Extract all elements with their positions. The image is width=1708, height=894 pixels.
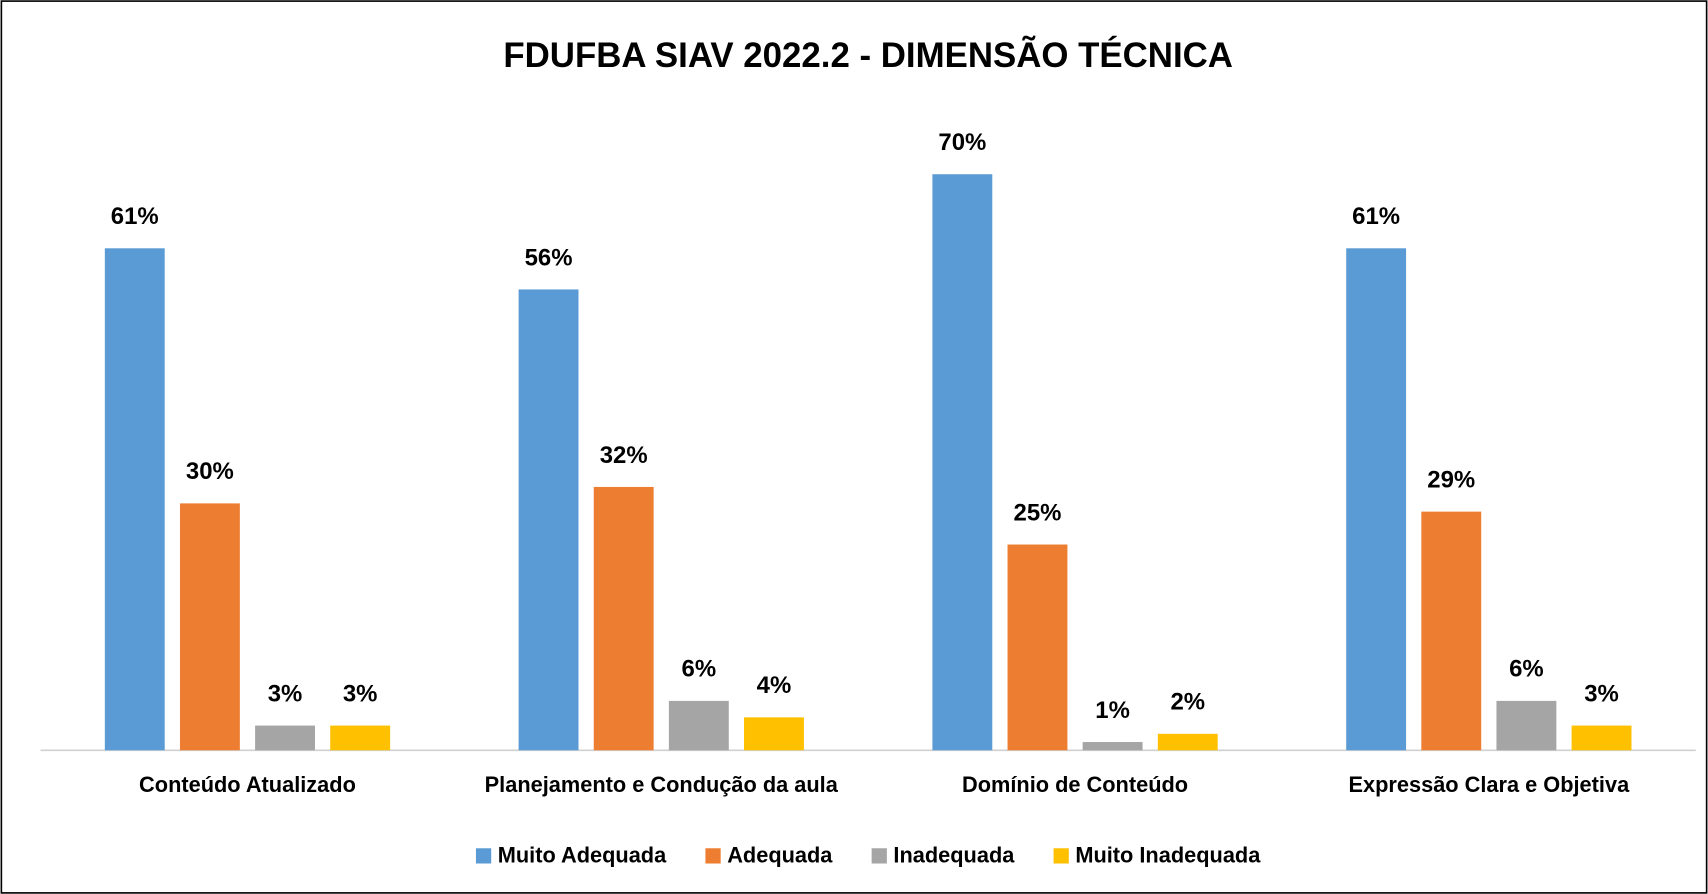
bar <box>668 700 729 751</box>
bar <box>1496 700 1557 751</box>
data-label: 3% <box>268 680 303 707</box>
data-label: 3% <box>1584 680 1619 707</box>
bar <box>1346 248 1407 751</box>
data-label: 61% <box>1352 203 1400 230</box>
legend-swatch <box>475 848 492 864</box>
chart-title: FDUFBA SIAV 2022.2 - DIMENSÃO TÉCNICA <box>503 35 1233 75</box>
data-label: 29% <box>1427 466 1475 493</box>
data-label: 61% <box>111 203 159 230</box>
data-label: 1% <box>1095 697 1130 724</box>
data-label: 4% <box>757 672 792 699</box>
legend-label: Inadequada <box>893 843 1015 868</box>
data-label: 56% <box>525 244 573 271</box>
legend-swatch <box>871 848 887 864</box>
data-label: 3% <box>343 680 378 707</box>
bar <box>1082 742 1143 751</box>
x-tick-label: Conteúdo Atualizado <box>139 772 356 797</box>
x-tick-label: Planejamento e Condução da aula <box>485 772 839 797</box>
data-label: 30% <box>186 458 234 485</box>
legend-label: Muito Inadequada <box>1075 843 1261 868</box>
data-label: 70% <box>938 129 986 156</box>
bar <box>1007 544 1068 751</box>
bar <box>179 503 240 751</box>
bar <box>932 174 993 751</box>
data-label: 6% <box>1509 656 1544 683</box>
legend-swatch <box>1053 848 1069 864</box>
bar <box>1571 725 1632 751</box>
data-label: 6% <box>682 656 717 683</box>
legend-swatch <box>705 848 721 864</box>
bar <box>518 289 579 751</box>
x-tick-label: Expressão Clara e Objetiva <box>1348 772 1630 797</box>
bar <box>744 717 804 751</box>
bar <box>1421 511 1482 751</box>
legend-label: Muito Adequada <box>498 843 667 868</box>
data-label: 32% <box>600 442 648 469</box>
legend: Muito Adequada Adequada Inadequada Muito In… <box>475 843 1261 868</box>
data-label: 25% <box>1014 499 1062 526</box>
legend-label: Adequada <box>727 843 833 868</box>
bar <box>330 725 391 751</box>
bar <box>1157 733 1218 751</box>
data-label: 2% <box>1170 689 1205 716</box>
bar <box>593 486 654 751</box>
bar <box>255 725 315 751</box>
bar <box>104 248 165 751</box>
x-tick-label: Domínio de Conteúdo <box>962 772 1188 797</box>
